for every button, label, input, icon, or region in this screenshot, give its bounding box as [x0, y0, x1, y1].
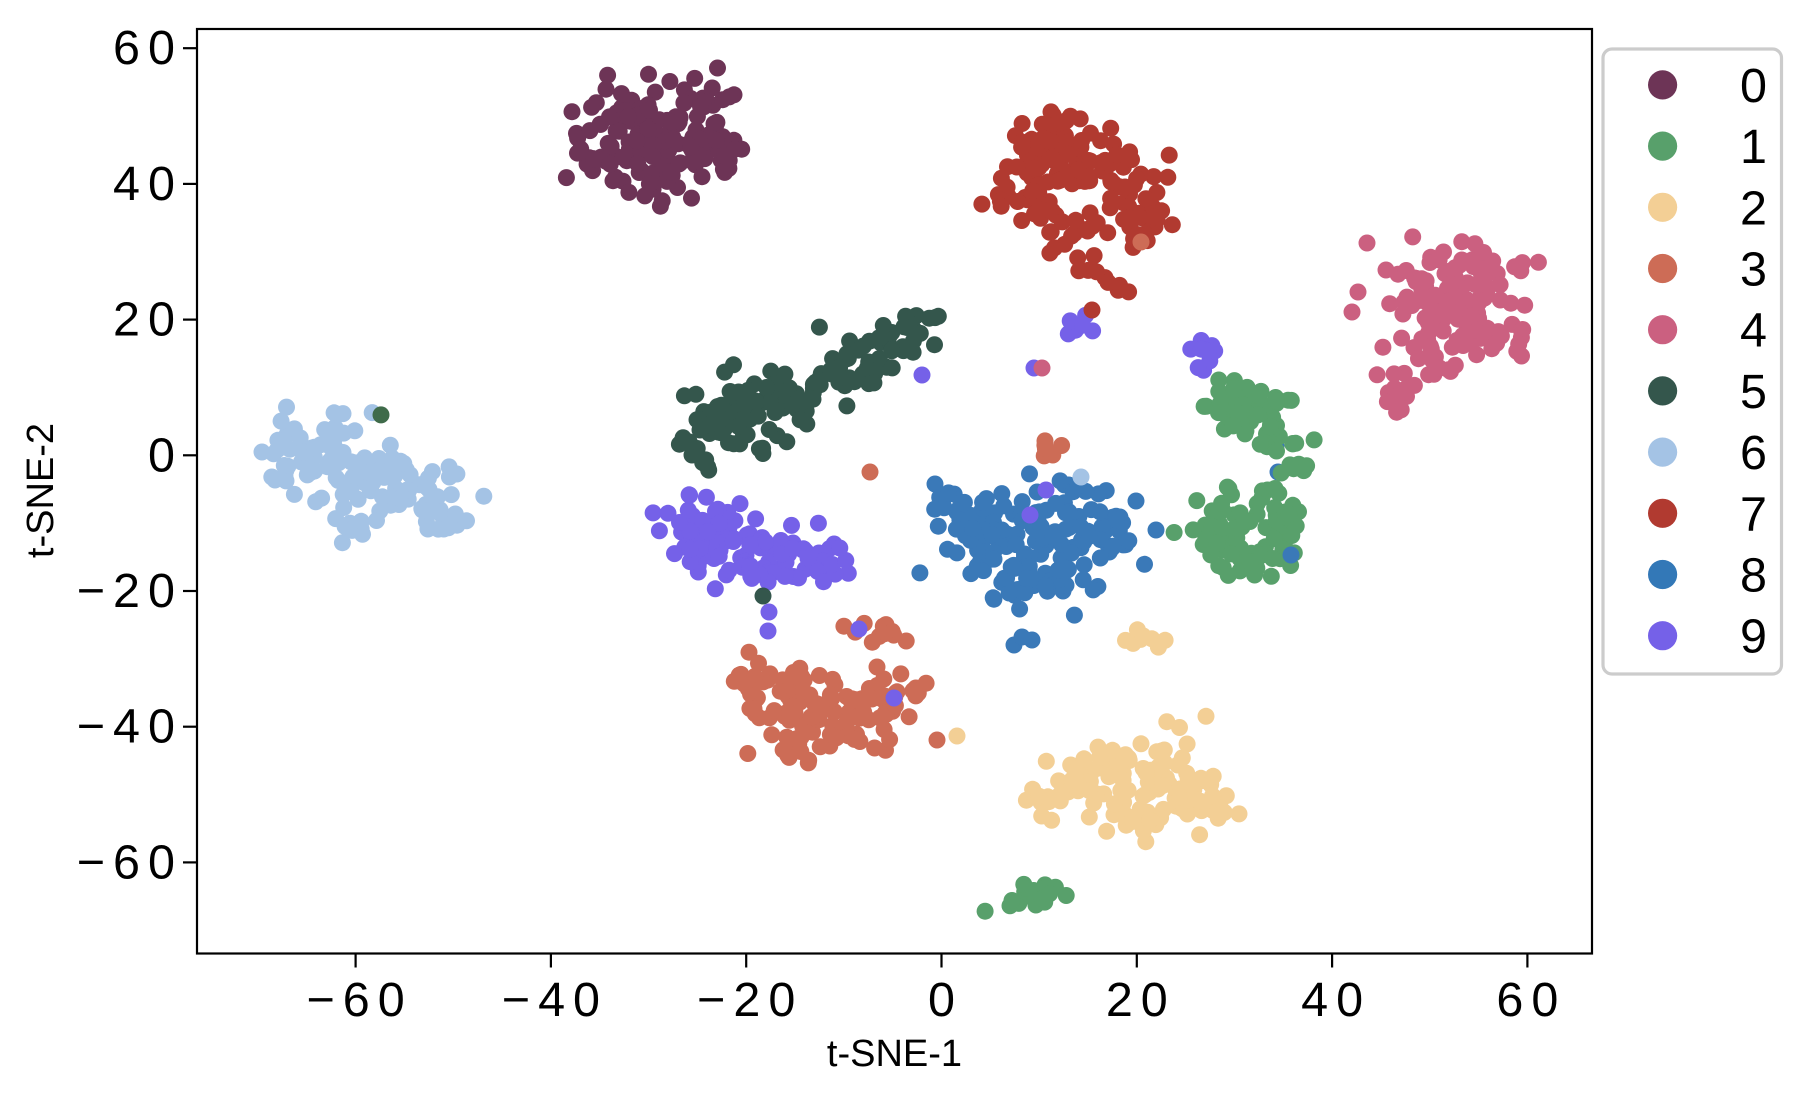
svg-text:1: 1	[1740, 120, 1767, 174]
svg-text:−20: −20	[77, 564, 183, 618]
svg-text:7: 7	[1740, 487, 1767, 541]
svg-text:−40: −40	[77, 700, 183, 754]
svg-text:3: 3	[1740, 243, 1767, 297]
svg-text:9: 9	[1740, 610, 1767, 664]
svg-text:−40: −40	[502, 973, 608, 1027]
svg-text:0: 0	[928, 973, 963, 1027]
svg-text:5: 5	[1740, 365, 1767, 419]
svg-text:20: 20	[1106, 973, 1176, 1027]
svg-text:−60: −60	[306, 973, 412, 1027]
svg-text:0: 0	[148, 428, 183, 482]
svg-text:4: 4	[1740, 304, 1767, 358]
svg-text:2: 2	[1740, 181, 1767, 235]
svg-text:60: 60	[113, 21, 183, 75]
svg-text:t-SNE-2: t-SNE-2	[20, 423, 62, 558]
svg-text:40: 40	[1301, 973, 1371, 1027]
svg-text:6: 6	[1740, 426, 1767, 480]
svg-text:40: 40	[113, 157, 183, 211]
svg-text:60: 60	[1496, 973, 1566, 1027]
svg-text:−20: −20	[697, 973, 803, 1027]
svg-text:t-SNE-1: t-SNE-1	[827, 1033, 962, 1075]
svg-text:−60: −60	[77, 835, 183, 889]
svg-text:20: 20	[113, 293, 183, 347]
svg-text:0: 0	[1740, 59, 1767, 113]
svg-text:8: 8	[1740, 549, 1767, 603]
